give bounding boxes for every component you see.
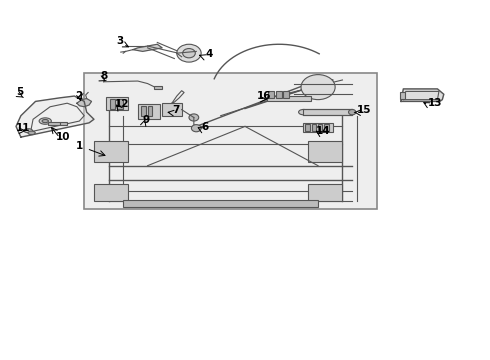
Text: 13: 13 bbox=[428, 98, 442, 108]
Bar bbox=[324, 124, 329, 131]
Bar bbox=[312, 124, 316, 131]
Bar bbox=[303, 123, 333, 132]
Bar bbox=[269, 91, 274, 98]
Bar bbox=[141, 107, 146, 116]
Polygon shape bbox=[16, 96, 94, 137]
Text: 5: 5 bbox=[16, 87, 23, 97]
Bar bbox=[94, 184, 128, 202]
Ellipse shape bbox=[348, 109, 356, 115]
Bar bbox=[123, 200, 318, 207]
Circle shape bbox=[183, 49, 196, 58]
Bar bbox=[308, 184, 343, 202]
Polygon shape bbox=[133, 44, 162, 51]
Polygon shape bbox=[77, 99, 92, 107]
Bar bbox=[162, 103, 182, 116]
Circle shape bbox=[177, 44, 201, 62]
Text: 3: 3 bbox=[116, 36, 123, 46]
Text: 8: 8 bbox=[100, 71, 107, 81]
Text: 9: 9 bbox=[143, 115, 150, 125]
Bar bbox=[138, 104, 160, 118]
Text: 15: 15 bbox=[357, 105, 371, 115]
Bar bbox=[276, 91, 282, 98]
Ellipse shape bbox=[298, 109, 308, 115]
Bar bbox=[110, 99, 116, 109]
Text: 11: 11 bbox=[16, 123, 30, 133]
Ellipse shape bbox=[39, 118, 51, 124]
Text: 4: 4 bbox=[205, 49, 213, 59]
Text: 7: 7 bbox=[172, 105, 179, 115]
Text: 14: 14 bbox=[316, 126, 331, 136]
Ellipse shape bbox=[24, 129, 32, 133]
Bar bbox=[60, 122, 67, 125]
Bar bbox=[267, 96, 311, 102]
Text: 12: 12 bbox=[115, 99, 129, 109]
Circle shape bbox=[301, 75, 335, 100]
Text: 1: 1 bbox=[76, 140, 83, 150]
Text: 6: 6 bbox=[201, 122, 208, 132]
Bar bbox=[283, 91, 289, 98]
Ellipse shape bbox=[28, 131, 35, 135]
Bar bbox=[117, 99, 122, 109]
Text: 2: 2 bbox=[75, 91, 83, 100]
Bar bbox=[106, 97, 128, 111]
Polygon shape bbox=[401, 89, 444, 102]
Bar bbox=[400, 92, 405, 99]
Bar bbox=[305, 124, 310, 131]
Text: 16: 16 bbox=[257, 91, 271, 101]
Ellipse shape bbox=[42, 120, 49, 123]
Text: 10: 10 bbox=[56, 132, 71, 141]
Bar bbox=[48, 122, 60, 125]
Bar bbox=[94, 141, 128, 162]
Circle shape bbox=[189, 114, 199, 121]
Bar bbox=[303, 109, 352, 114]
Bar bbox=[147, 107, 152, 116]
Bar bbox=[154, 86, 162, 89]
FancyBboxPatch shape bbox=[84, 73, 376, 208]
Bar bbox=[308, 141, 343, 162]
Bar bbox=[318, 124, 322, 131]
Circle shape bbox=[192, 125, 201, 132]
